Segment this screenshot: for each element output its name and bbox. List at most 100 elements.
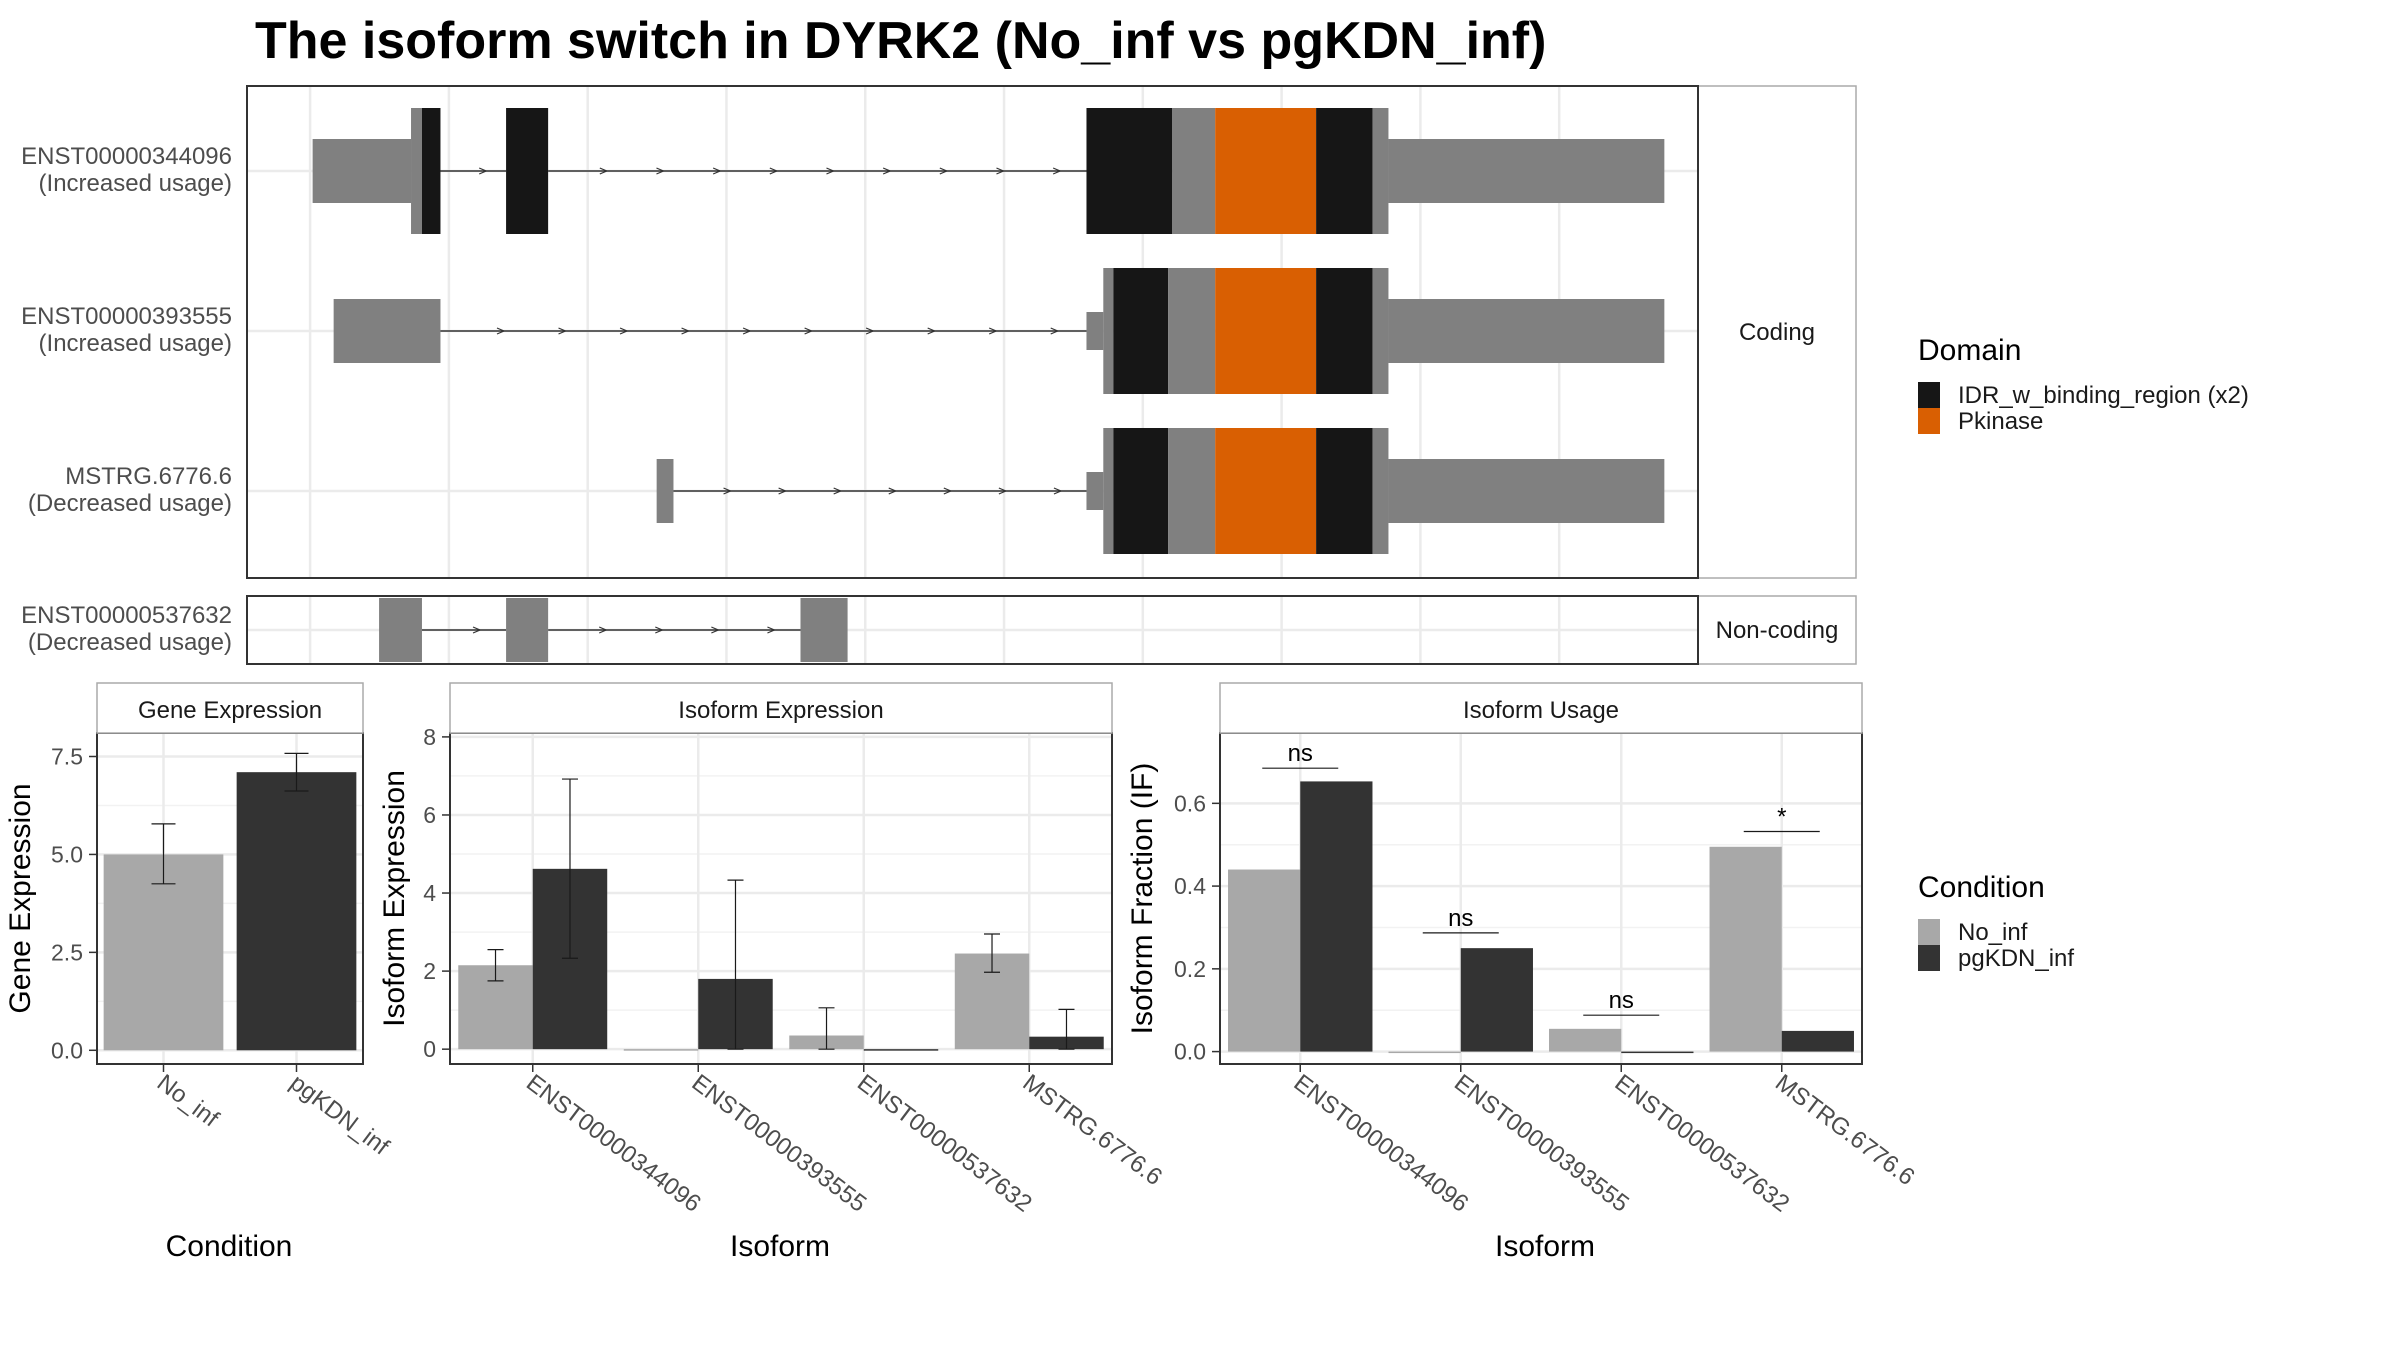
chart-strip bbox=[449, 682, 1113, 734]
error-bar bbox=[984, 933, 1001, 973]
isoform-row: MSTRG.6776.6(Decreased usage) bbox=[28, 428, 1665, 554]
significance-label: ns bbox=[1288, 740, 1313, 767]
pkinase-domain-block bbox=[1215, 268, 1317, 394]
condition-legend-label: No_inf bbox=[1958, 919, 2028, 946]
intron-direction-arrow bbox=[826, 167, 835, 175]
facet-strip-label: Non-coding bbox=[1716, 617, 1839, 644]
x-axis-label: Isoform bbox=[730, 1230, 830, 1263]
idr-domain-block bbox=[1113, 268, 1169, 394]
isoform-structure-plot: Coding Non-coding ENST00000344096(Increase… bbox=[21, 85, 1857, 665]
isoform-usage-label: (Decreased usage) bbox=[28, 490, 232, 517]
y-tick-label: 0 bbox=[423, 1036, 436, 1062]
y-tick-label: 7.5 bbox=[51, 744, 83, 770]
y-axis-label: Isoform Fraction (IF) bbox=[1126, 763, 1159, 1035]
error-bar bbox=[1058, 1008, 1075, 1050]
idr-domain-block bbox=[1086, 108, 1173, 234]
exon-block bbox=[333, 299, 441, 363]
exon-block bbox=[1086, 312, 1104, 350]
intron-direction-arrow bbox=[996, 167, 1006, 175]
exon-block bbox=[656, 459, 674, 523]
exon-block bbox=[1168, 268, 1216, 394]
exon-block bbox=[1103, 428, 1114, 554]
x-tick-label: pgKDN_inf bbox=[285, 1069, 394, 1161]
y-tick-label: 0.4 bbox=[1174, 873, 1206, 899]
bar bbox=[1300, 781, 1373, 1052]
panel-border bbox=[246, 85, 1699, 579]
intron-direction-arrow bbox=[1050, 327, 1060, 335]
expression-charts: Gene Expression 0.0 2.5 5.0 7.5 No_inf pgKDN_i… bbox=[4, 682, 1920, 1263]
domain-legend-label: Pkinase bbox=[1958, 408, 2043, 435]
domain-legend-swatch bbox=[1918, 408, 1940, 434]
chart-strip bbox=[1219, 682, 1863, 734]
bar bbox=[1781, 1030, 1854, 1052]
intron-direction-arrow bbox=[998, 487, 1008, 495]
y-axis-label: Gene Expression bbox=[4, 783, 37, 1013]
facet-strip-label: Coding bbox=[1739, 319, 1815, 346]
x-tick-label: ENST00000344096 bbox=[521, 1069, 706, 1217]
bar bbox=[1388, 1051, 1461, 1054]
pkinase-domain-block bbox=[1215, 108, 1317, 234]
bar bbox=[103, 854, 224, 1051]
exon-block bbox=[411, 108, 422, 234]
isoform-row: ENST00000393555(Increased usage) bbox=[21, 268, 1665, 394]
y-tick-label: 8 bbox=[423, 724, 436, 750]
y-tick-label: 5.0 bbox=[51, 841, 83, 867]
intron-direction-arrow bbox=[742, 327, 752, 335]
intron-direction-arrow bbox=[712, 167, 722, 175]
y-tick-label: 2 bbox=[423, 958, 436, 984]
domain-legend: Domain IDR_w_binding_region (x2)Pkinase bbox=[1918, 334, 2249, 435]
intron-direction-arrow bbox=[767, 626, 776, 634]
exon-block bbox=[1372, 268, 1389, 394]
exon-block bbox=[1172, 108, 1216, 234]
chart-title: Isoform Expression bbox=[678, 697, 883, 724]
intron-direction-arrow bbox=[927, 327, 937, 335]
y-tick-label: 4 bbox=[423, 880, 436, 906]
intron-direction-arrow bbox=[1052, 167, 1062, 175]
legends: Domain IDR_w_binding_region (x2)Pkinase Co… bbox=[1918, 334, 2249, 972]
intron-direction-arrow bbox=[681, 327, 691, 335]
exon-block bbox=[1372, 428, 1389, 554]
intron-direction-arrow bbox=[558, 327, 568, 335]
x-tick-label: MSTRG.6776.6 bbox=[1770, 1069, 1919, 1191]
domain-legend-title: Domain bbox=[1918, 334, 2021, 367]
isoform-row: ENST00000344096(Increased usage) bbox=[21, 108, 1665, 234]
facet-strip bbox=[1697, 595, 1857, 665]
intron-direction-arrow bbox=[778, 487, 788, 495]
significance-label: ns bbox=[1448, 905, 1473, 932]
x-tick-label: ENST00000393555 bbox=[687, 1069, 872, 1217]
chart-isoform-usage: ns ns ns * Isoform Usage 0.0 0.2 0.4 0.6 ENST0000… bbox=[1126, 682, 1920, 1263]
isoform-usage-label: (Decreased usage) bbox=[28, 629, 232, 656]
intron-direction-arrow bbox=[496, 327, 506, 335]
intron-direction-arrow bbox=[769, 167, 779, 175]
bar bbox=[1709, 846, 1782, 1052]
pkinase-domain-block bbox=[1215, 428, 1317, 554]
intron-direction-arrow bbox=[833, 487, 843, 495]
y-axis-label: Isoform Expression bbox=[378, 770, 411, 1027]
idr-domain-block bbox=[421, 108, 441, 234]
exon-block bbox=[1388, 299, 1665, 363]
error-bar bbox=[284, 752, 309, 792]
exon-block bbox=[1086, 472, 1104, 510]
intron-direction-arrow bbox=[599, 167, 609, 175]
exon-block bbox=[312, 139, 412, 203]
idr-domain-block bbox=[1113, 428, 1169, 554]
intron-direction-arrow bbox=[472, 626, 482, 634]
chart-strip bbox=[96, 682, 364, 734]
panel-border bbox=[246, 595, 1699, 665]
exon-block bbox=[379, 598, 422, 662]
condition-legend-label: pgKDN_inf bbox=[1958, 945, 2074, 972]
intron-direction-arrow bbox=[943, 487, 953, 495]
intron-direction-arrow bbox=[619, 327, 629, 335]
exon-block bbox=[1168, 428, 1216, 554]
intron-direction-arrow bbox=[723, 487, 733, 495]
domain-legend-swatch bbox=[1918, 382, 1940, 408]
idr-domain-block bbox=[1316, 268, 1373, 394]
y-tick-label: 6 bbox=[423, 802, 436, 828]
chart-isoform-expression: Isoform Expression 0 2 4 6 8 ENST00000344096EN… bbox=[378, 682, 1167, 1263]
structure-panel-noncoding: Non-coding bbox=[247, 595, 1857, 665]
idr-domain-block bbox=[1316, 428, 1373, 554]
isoform-id-label: ENST00000393555 bbox=[21, 303, 232, 330]
isoform-id-label: ENST00000344096 bbox=[21, 143, 232, 170]
idr-domain-block bbox=[506, 108, 549, 234]
